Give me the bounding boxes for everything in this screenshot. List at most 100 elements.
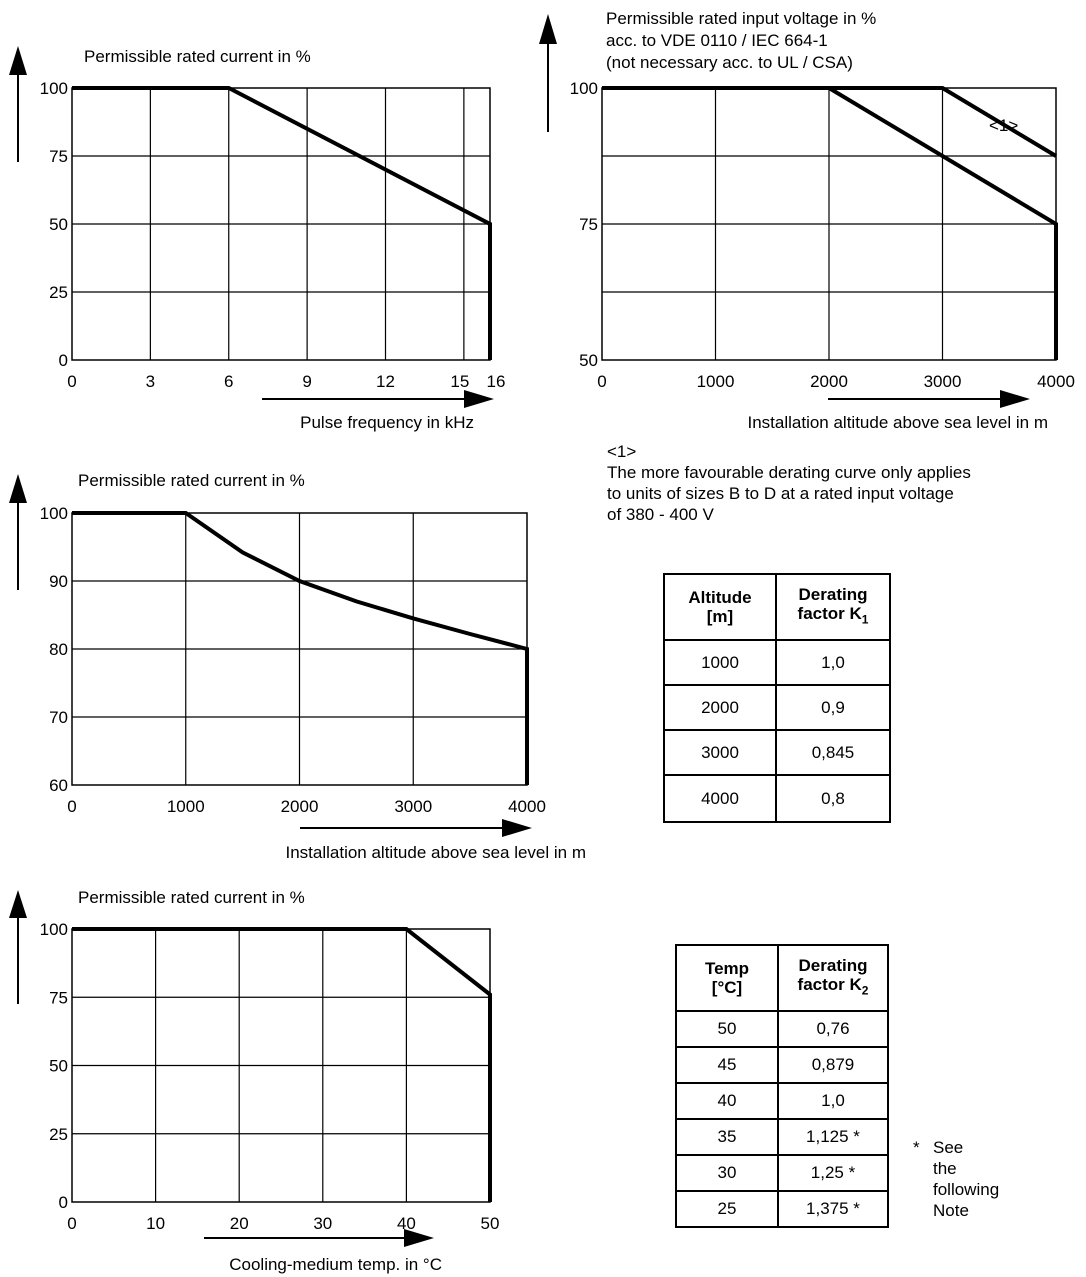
table-cell: 30 [675, 1154, 779, 1192]
footnote-marker: * [913, 1138, 920, 1157]
table-cell: 4000 [663, 774, 777, 823]
y-axis-arrow-head [539, 14, 557, 44]
table-cell: 40 [675, 1082, 779, 1120]
table-row: 35 1,125 * [675, 1118, 889, 1156]
table-row: 4000 0,8 [663, 774, 891, 823]
note-marker: <1> [607, 442, 637, 461]
y-tick-label: 75 [49, 988, 68, 1007]
y-tick-label: 50 [49, 1057, 68, 1076]
y-tick-label: 100 [40, 79, 68, 98]
chart-title: Permissible rated current in % [84, 47, 311, 66]
chart-title: Permissible rated current in % [78, 888, 305, 907]
x-tick-label: 10 [146, 1214, 165, 1233]
x-tick-label: 6 [224, 372, 233, 391]
footnote-text: See the following Note [933, 1138, 1000, 1220]
x-tick-label: 1000 [167, 797, 205, 816]
x-tick-label: 40 [397, 1214, 416, 1233]
y-tick-label: 100 [570, 79, 598, 98]
note-line: to units of sizes B to D at a rated inpu… [607, 484, 954, 503]
curve-note: <1> The more favourable derating curve o… [607, 441, 971, 525]
x-axis-arrow-head [502, 819, 532, 837]
y-tick-label: 100 [40, 920, 68, 939]
y-tick-label: 25 [49, 283, 68, 302]
y-axis-arrow-head [9, 890, 27, 918]
y-axis-arrow-head [9, 474, 27, 503]
chart-subtitle-line-1: acc. to VDE 0110 / IEC 664-1 [606, 31, 828, 50]
x-tick-label: 16 [487, 372, 506, 391]
x-tick-label: 30 [313, 1214, 332, 1233]
x-tick-label: 12 [376, 372, 395, 391]
table-row: 50 0,76 [675, 1010, 889, 1048]
table-header-derating-factor: Derating factor K1 [775, 573, 891, 641]
table-header-altitude: Altitude [m] [663, 573, 777, 641]
x-tick-label: 9 [302, 372, 311, 391]
note-line: The more favourable derating curve only … [607, 463, 971, 482]
chart-pulse-frequency: 0 25 50 75 100 0 3 6 9 12 15 16 Permissible rated c… [9, 46, 505, 432]
table-cell: 0,9 [775, 684, 891, 731]
derating-curve-2 [602, 86, 1058, 158]
y-tick-label: 25 [49, 1125, 68, 1144]
table-row: 45 0,879 [675, 1046, 889, 1084]
y-tick-label: 100 [40, 504, 68, 523]
table-cell: 0,76 [777, 1010, 889, 1048]
y-tick-label: 0 [59, 351, 68, 370]
x-axis-arrow-head [1000, 390, 1030, 408]
x-tick-label: 0 [67, 372, 76, 391]
y-tick-label: 75 [49, 147, 68, 166]
table-cell: 3000 [663, 729, 777, 776]
x-tick-label: 1000 [697, 372, 735, 391]
table-cell: 0,8 [775, 774, 891, 823]
chart-current-cooling-temp: 0 25 50 75 100 0 10 20 30 40 50 Permissible rated … [9, 888, 499, 1274]
x-tick-label: 2000 [810, 372, 848, 391]
x-axis-label: Cooling-medium temp. in °C [229, 1255, 442, 1274]
x-tick-label: 3000 [394, 797, 432, 816]
y-tick-label: 75 [579, 215, 598, 234]
y-tick-label: 60 [49, 776, 68, 795]
derating-curve-1 [72, 927, 492, 1202]
y-tick-label: 50 [579, 351, 598, 370]
y-tick-label: 0 [59, 1193, 68, 1212]
table-row: 40 1,0 [675, 1082, 889, 1120]
table-cell: 0,879 [777, 1046, 889, 1084]
table-row: 2000 0,9 [663, 684, 891, 731]
table-cell: 50 [675, 1010, 779, 1048]
table-row: 3000 0,845 [663, 729, 891, 776]
table-cell: 1,0 [775, 639, 891, 686]
table-cell: 25 [675, 1190, 779, 1228]
table-cell: 0,845 [775, 729, 891, 776]
table-cell: 1,375 * [777, 1190, 889, 1228]
y-tick-label: 90 [49, 572, 68, 591]
table-cell: 1,125 * [777, 1118, 889, 1156]
x-axis-label: Installation altitude above sea level in… [285, 843, 586, 862]
table-cell: 45 [675, 1046, 779, 1084]
x-tick-label: 3 [146, 372, 155, 391]
x-axis-label: Pulse frequency in kHz [300, 413, 474, 432]
altitude-derating-table: Altitude [m] Derating factor K1 1000 1,0 2… [663, 573, 891, 823]
table-header-derating-factor: Derating factor K2 [777, 944, 889, 1012]
table-cell: 2000 [663, 684, 777, 731]
x-tick-label: 0 [597, 372, 606, 391]
y-tick-label: 80 [49, 640, 68, 659]
table-cell: 1,0 [777, 1082, 889, 1120]
derating-curve-1 [72, 511, 529, 785]
chart-title: Permissible rated current in % [78, 471, 305, 490]
x-tick-label: 20 [230, 1214, 249, 1233]
x-tick-label: 0 [67, 1214, 76, 1233]
y-tick-label: 50 [49, 215, 68, 234]
table-cell: 1,25 * [777, 1154, 889, 1192]
table-cell: 1000 [663, 639, 777, 686]
table-row: 30 1,25 * [675, 1154, 889, 1192]
y-axis-arrow-head [9, 46, 27, 75]
table-header-temp: Temp [°C] [675, 944, 779, 1012]
x-tick-label: 4000 [1037, 372, 1075, 391]
x-tick-label: 50 [481, 1214, 500, 1233]
curve-annotation-label: <1> [989, 116, 1018, 135]
derating-curve-1 [72, 86, 492, 360]
chart-title: Permissible rated input voltage in % [606, 9, 876, 28]
note-line: of 380 - 400 V [607, 505, 714, 524]
table-cell: 35 [675, 1118, 779, 1156]
x-tick-label: 3000 [924, 372, 962, 391]
